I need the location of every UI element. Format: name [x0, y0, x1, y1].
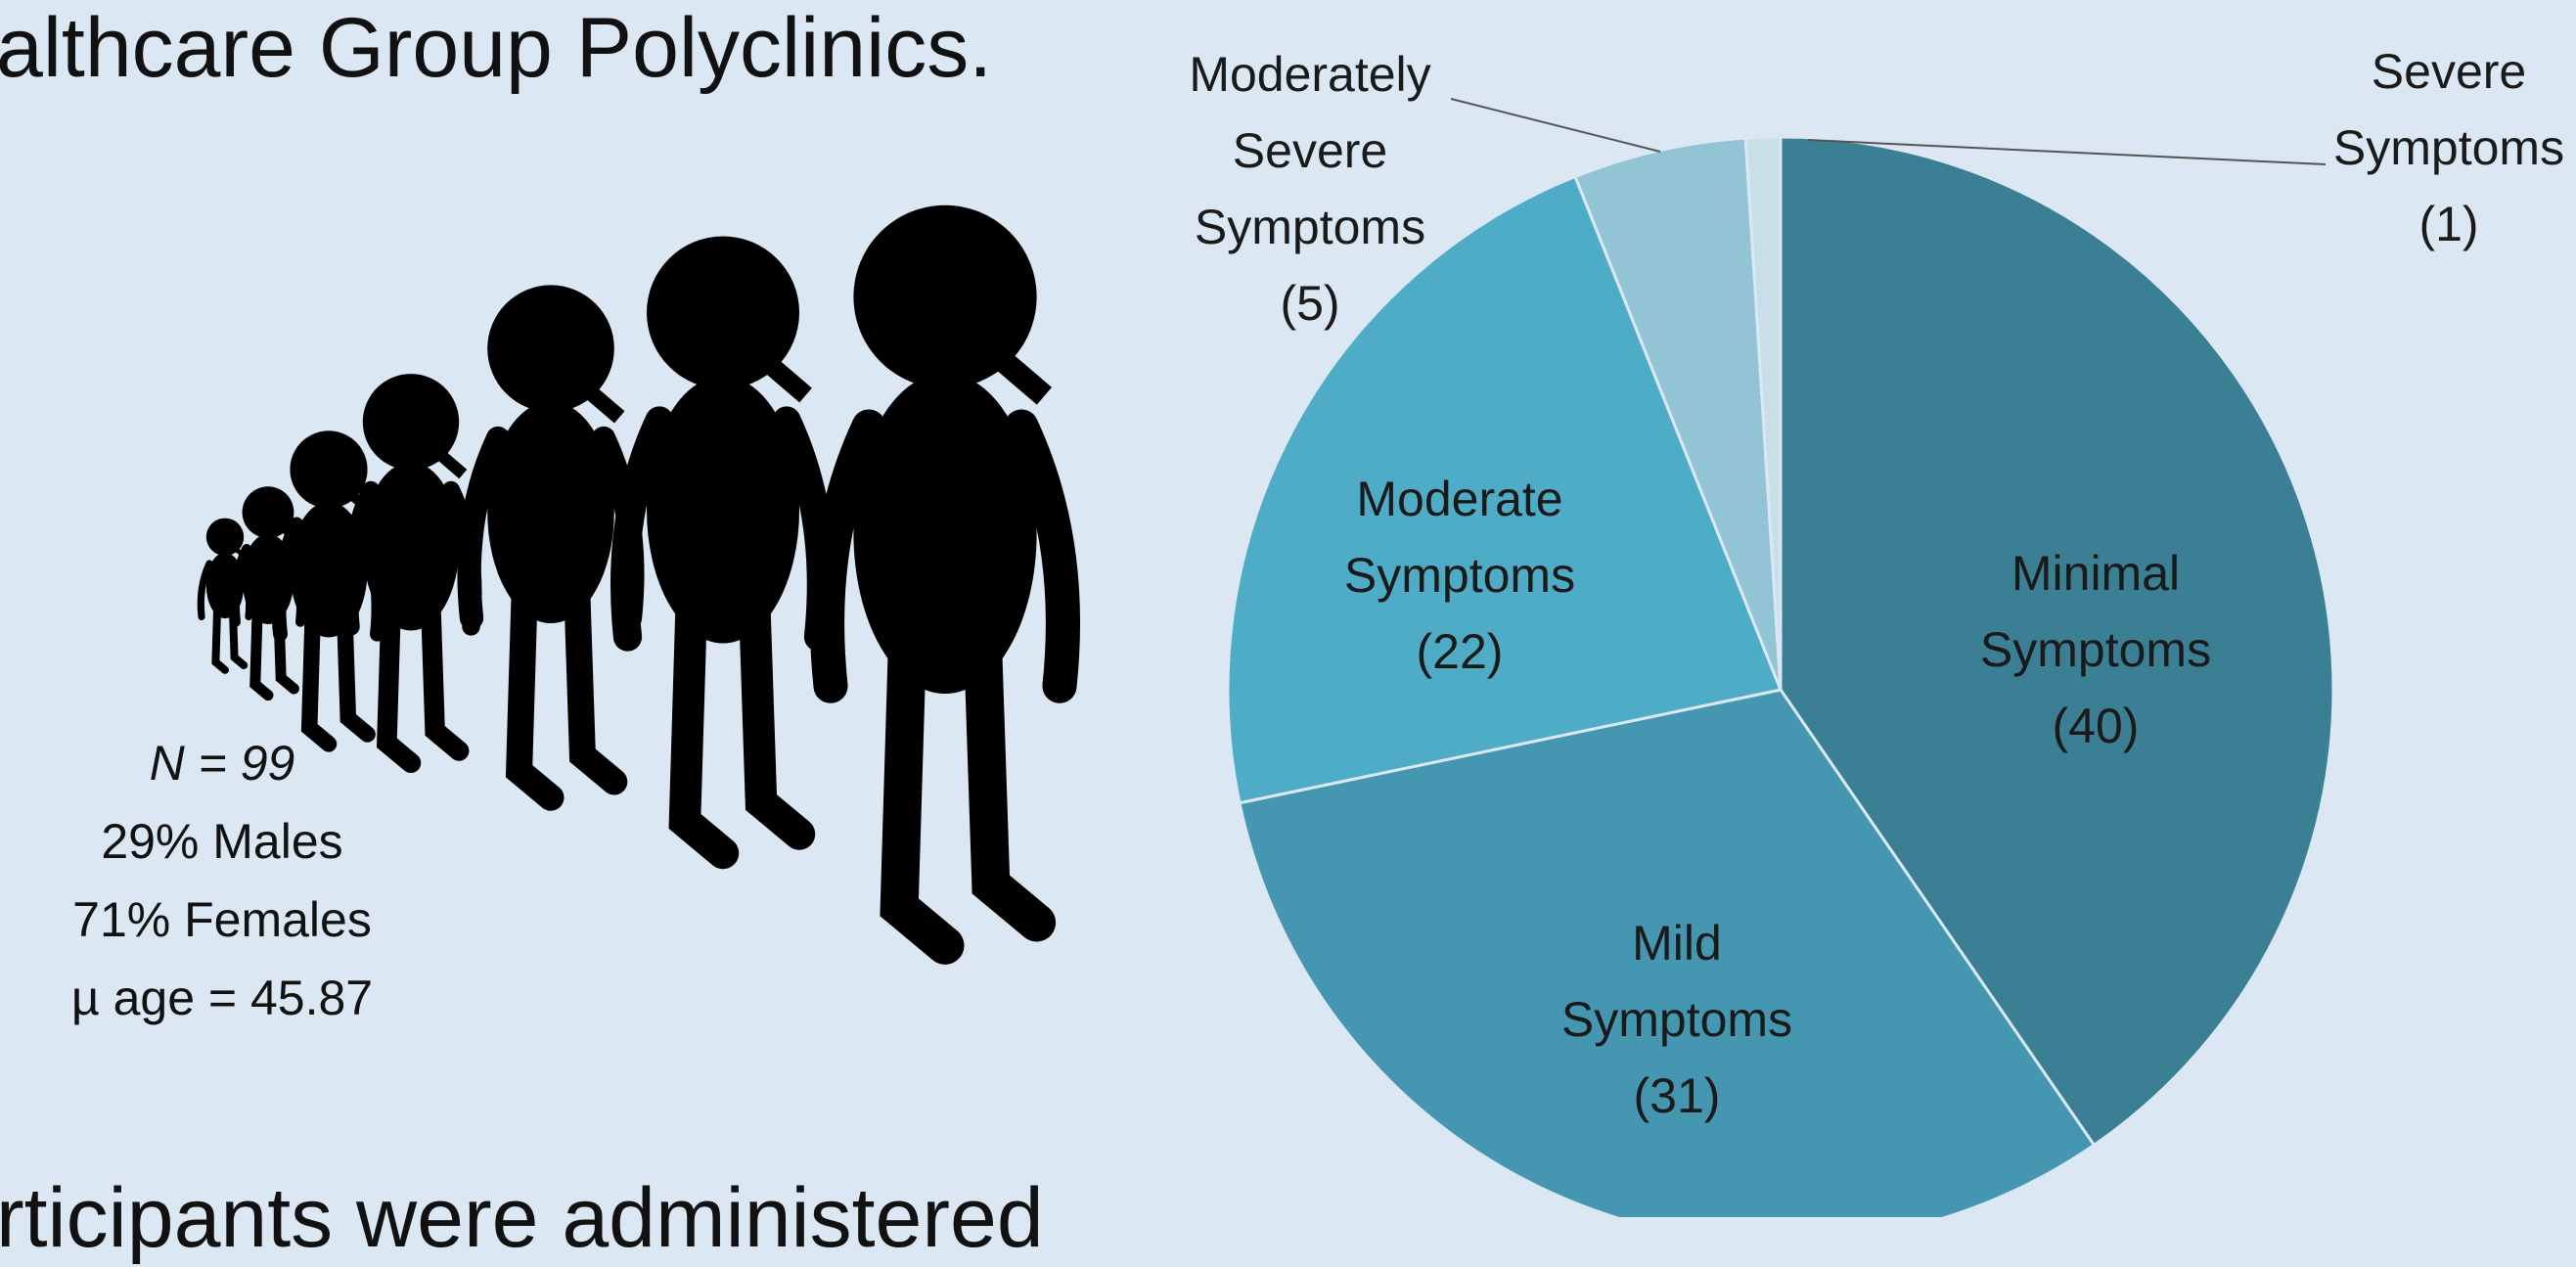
- slice-value: (5): [1173, 265, 1447, 341]
- stat-line: N = 99: [71, 724, 373, 802]
- stat-line: 71% Females: [71, 881, 373, 959]
- slice-name: Severe Symptoms: [2322, 33, 2576, 186]
- slice-value: (1): [2322, 186, 2576, 262]
- slice-name: Moderately Severe Symptoms: [1173, 36, 1447, 265]
- stat-line: 29% Males: [71, 802, 373, 881]
- stat-line: µ age = 45.87: [71, 959, 373, 1037]
- footer-text: rticipants were administered: [0, 1170, 1044, 1267]
- slice-name: Moderate Symptoms: [1298, 461, 1621, 613]
- slice-value: (22): [1298, 613, 1621, 690]
- slice-label: Severe Symptoms(1): [2322, 33, 2576, 262]
- slice-label: Moderately Severe Symptoms(5): [1173, 36, 1447, 341]
- slice-label: Minimal Symptoms(40): [1934, 535, 2257, 764]
- sample-stats: N = 99 29% Males 71% Females µ age = 45.…: [71, 724, 373, 1037]
- leader-line: [1451, 99, 1660, 152]
- slice-value: (40): [1934, 688, 2257, 764]
- title: althcare Group Polyclinics.: [0, 0, 992, 97]
- slice-name: Minimal Symptoms: [1934, 535, 2257, 688]
- slice-label: Moderate Symptoms(22): [1298, 461, 1621, 690]
- slice-label: Mild Symptoms(31): [1515, 905, 1838, 1134]
- page: althcare Group Polyclinics. rticipants w…: [0, 0, 2576, 1217]
- slice-name: Mild Symptoms: [1515, 905, 1838, 1058]
- slice-value: (31): [1515, 1058, 1838, 1134]
